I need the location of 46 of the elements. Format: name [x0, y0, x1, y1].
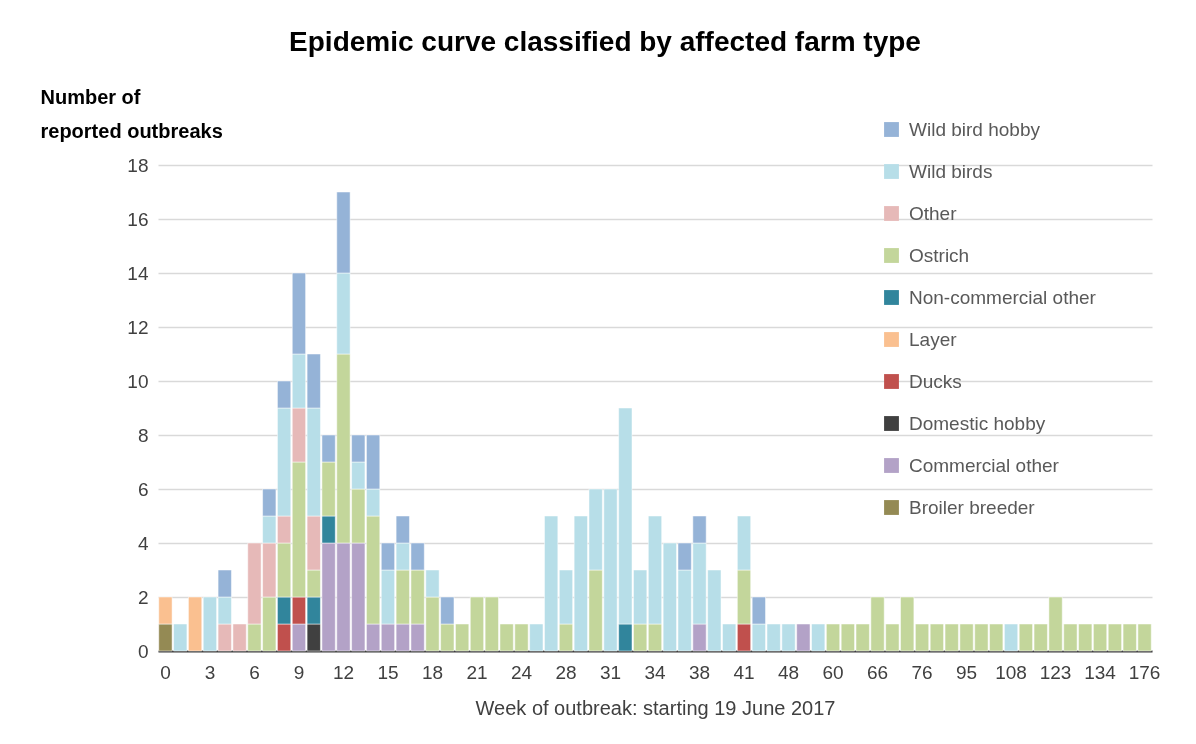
x-tick-label: 95 — [955, 661, 978, 683]
x-tick-label: 28 — [555, 661, 577, 683]
x-tick-label: 31 — [599, 661, 622, 683]
y-tick-label: 8 — [137, 424, 149, 446]
x-tick-label: 123 — [1039, 661, 1072, 683]
x-tick-label: 48 — [777, 661, 800, 683]
y-tick-label: 18 — [127, 154, 149, 176]
x-tick-label: 3 — [204, 661, 216, 683]
x-tick-label: 21 — [466, 661, 488, 683]
x-tick-label: 0 — [160, 661, 171, 683]
legend-label: Broiler breeder — [909, 496, 1036, 518]
x-tick-label: 60 — [822, 661, 844, 683]
legend-label: Wild birds — [909, 160, 993, 182]
legend-label: Ducks — [909, 370, 962, 392]
legend-label: Commercial other — [909, 454, 1060, 476]
y-tick-label: 12 — [127, 316, 149, 338]
x-tick-label: 41 — [733, 661, 755, 683]
x-tick-label: 176 — [1128, 661, 1161, 683]
x-tick-label: 6 — [249, 661, 260, 683]
legend-label: Layer — [909, 328, 958, 350]
y-tick-label: 14 — [127, 262, 149, 284]
y-tick-label: 4 — [137, 532, 149, 554]
x-tick-label: 15 — [377, 661, 399, 683]
chart-title: Epidemic curve classified by affected farm type — [289, 26, 921, 57]
x-tick-label: 12 — [332, 661, 355, 683]
x-tick-label: 38 — [688, 661, 711, 683]
x-axis-title: Week of outbreak: starting 19 June 2017 — [475, 696, 836, 719]
legend-label: Other — [909, 202, 958, 224]
legend-label: Ostrich — [909, 244, 970, 266]
y-tick-label: 16 — [127, 208, 149, 230]
x-tick-label: 9 — [293, 661, 305, 683]
x-tick-label: 108 — [995, 661, 1027, 683]
y-tick-label: 2 — [137, 586, 149, 608]
legend-label: Wild bird hobby — [909, 118, 1041, 140]
x-tick-label: 18 — [421, 661, 444, 683]
y-axis-title: Number of reported outbreaks — [40, 85, 223, 142]
x-tick-label: 34 — [644, 661, 666, 683]
legend-label: Domestic hobby — [909, 412, 1046, 434]
x-tick-label: 24 — [510, 661, 533, 683]
legend-label: Non-commercial other — [909, 286, 1097, 308]
x-tick-label: 134 — [1084, 661, 1117, 683]
x-tick-label: 66 — [866, 661, 889, 683]
y-tick-label: 0 — [137, 640, 149, 662]
x-tick-label: 76 — [911, 661, 933, 683]
y-tick-label: 10 — [127, 370, 149, 392]
y-tick-label: 6 — [137, 478, 149, 500]
